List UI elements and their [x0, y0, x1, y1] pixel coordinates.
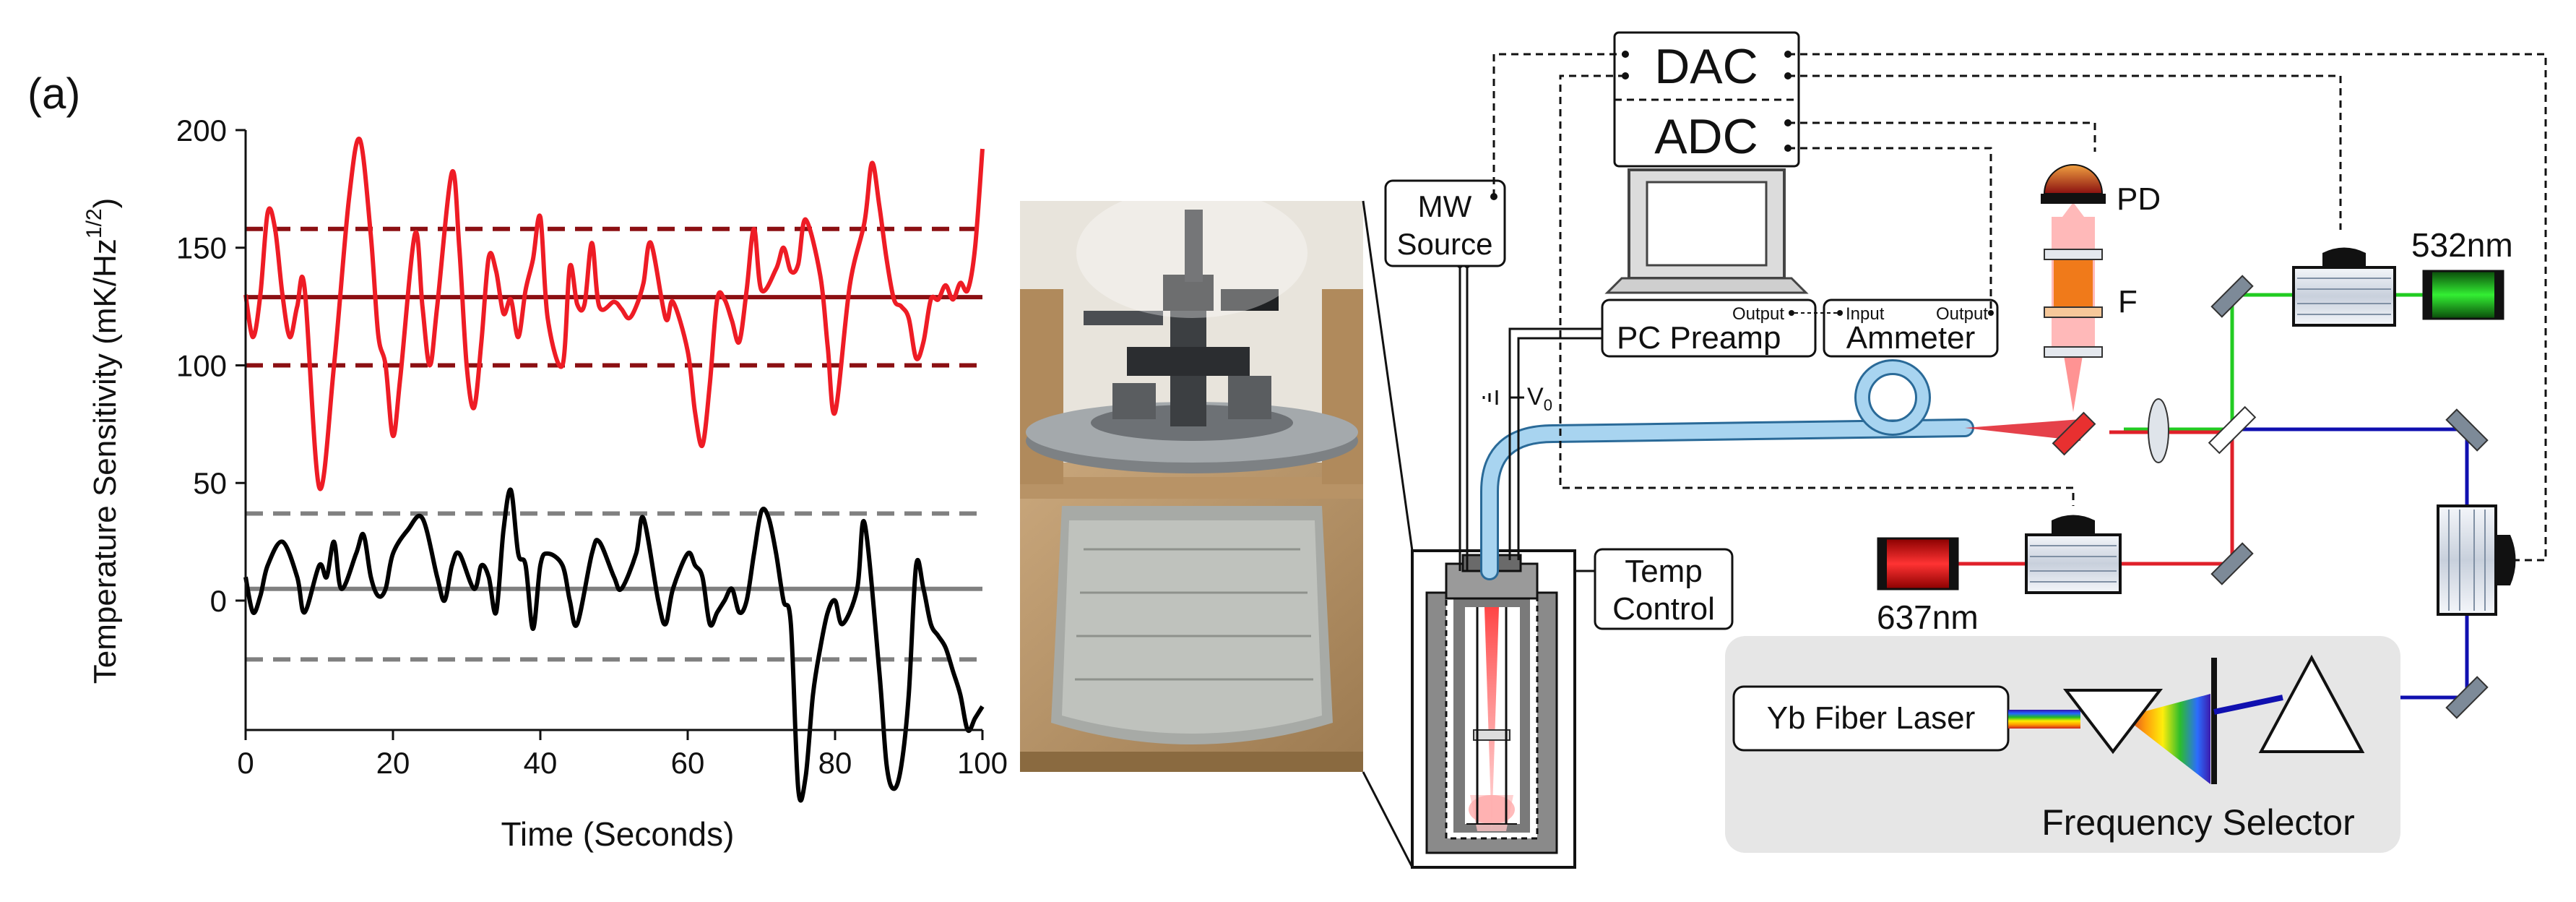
- mirror-blue-bottom: [2445, 676, 2489, 719]
- temp-control-box: [1594, 548, 1734, 630]
- pd-label: PD: [2117, 181, 2161, 217]
- mirror-blue-top: [2445, 408, 2489, 452]
- mirror-red: [2210, 542, 2254, 585]
- mw-source-line1: MW: [1418, 189, 1472, 223]
- filter-label: F: [2118, 284, 2138, 319]
- y-axis-label-sup: 1/2: [82, 208, 106, 239]
- y-axis-label-close: ): [87, 198, 123, 209]
- x-tick-label-20: 20: [376, 746, 410, 780]
- y-tick-label-100: 100: [176, 348, 227, 382]
- x-tick-label-0: 0: [237, 746, 254, 780]
- zoom-line-bottom: [1362, 771, 1414, 868]
- laser-637-label: 637nm: [1877, 598, 1979, 636]
- x-tick-label-40: 40: [524, 746, 558, 780]
- chart-axes: [244, 130, 982, 731]
- y-tick-label-50: 50: [193, 466, 227, 500]
- series-0-line: [243, 136, 985, 491]
- pc-preamp-box: [1601, 298, 1817, 358]
- panel-label: (a): [27, 69, 80, 118]
- dac-label: DAC: [1654, 39, 1758, 94]
- yb-laser-label: Yb Fiber Laser: [1767, 700, 1976, 736]
- x-tick-label-60: 60: [671, 746, 705, 780]
- frequency-selector-label: Frequency Selector: [2041, 802, 2355, 843]
- x-tick-label-100: 100: [957, 746, 1008, 780]
- prism-left: [2062, 689, 2164, 755]
- y-tick-label-0: 0: [210, 584, 227, 618]
- x-tick-label-80: 80: [818, 746, 852, 780]
- cryostat-cross-section: [1411, 549, 1576, 869]
- mw-source-box: [1384, 179, 1506, 267]
- aom-blue: [2437, 504, 2516, 616]
- voltage-sub: 0: [1544, 396, 1552, 414]
- voltage-label: V0: [1527, 383, 1552, 414]
- ammeter-label: Ammeter: [1846, 320, 1975, 356]
- series-1-line: [243, 487, 985, 803]
- preamp-output-label: Output: [1732, 304, 1784, 324]
- y-axis-label: Temperature Sensitivity (mK/Hz1/2): [82, 198, 123, 684]
- voltage-main: V: [1527, 383, 1544, 411]
- laser-532-icon: [2422, 270, 2504, 320]
- chart-series: [243, 136, 985, 803]
- mw-source-line2: Source: [1396, 227, 1492, 261]
- cryostat-photo: [1020, 188, 1363, 772]
- ammeter-box: [1823, 298, 1999, 358]
- temp-control-line2: Control: [1612, 591, 1715, 627]
- adc-label: ADC: [1654, 109, 1758, 164]
- laser-532-label: 532nm: [2411, 226, 2513, 264]
- zoom-line-top: [1362, 200, 1414, 551]
- y-axis-label-main: Temperature Sensitivity (mK/Hz: [87, 239, 123, 684]
- lens: [2148, 398, 2169, 463]
- photodiode-icon: [2041, 164, 2106, 204]
- y-tick-label-200: 200: [176, 113, 227, 147]
- y-tick-label-150: 150: [176, 231, 227, 265]
- x-axis-label: Time (Seconds): [501, 815, 735, 853]
- chart-ticks: 0 20 40 60 80 100 0 50 100 150 200: [176, 113, 1008, 780]
- aom-green: [2292, 247, 2396, 327]
- ammeter-input-label: Input: [1846, 304, 1885, 324]
- aom-red: [2025, 515, 2122, 594]
- laser-637-icon: [1877, 537, 1959, 590]
- computer-icon: [1604, 168, 1809, 294]
- beamsplitter: [2208, 405, 2257, 455]
- ammeter-output-label: Output: [1936, 304, 1988, 324]
- pc-preamp-label: PC Preamp: [1617, 320, 1781, 356]
- prism-right: [2258, 654, 2365, 753]
- mirror-green: [2210, 275, 2254, 318]
- dichroic-red: [2052, 411, 2096, 456]
- temp-control-line1: Temp: [1625, 554, 1703, 589]
